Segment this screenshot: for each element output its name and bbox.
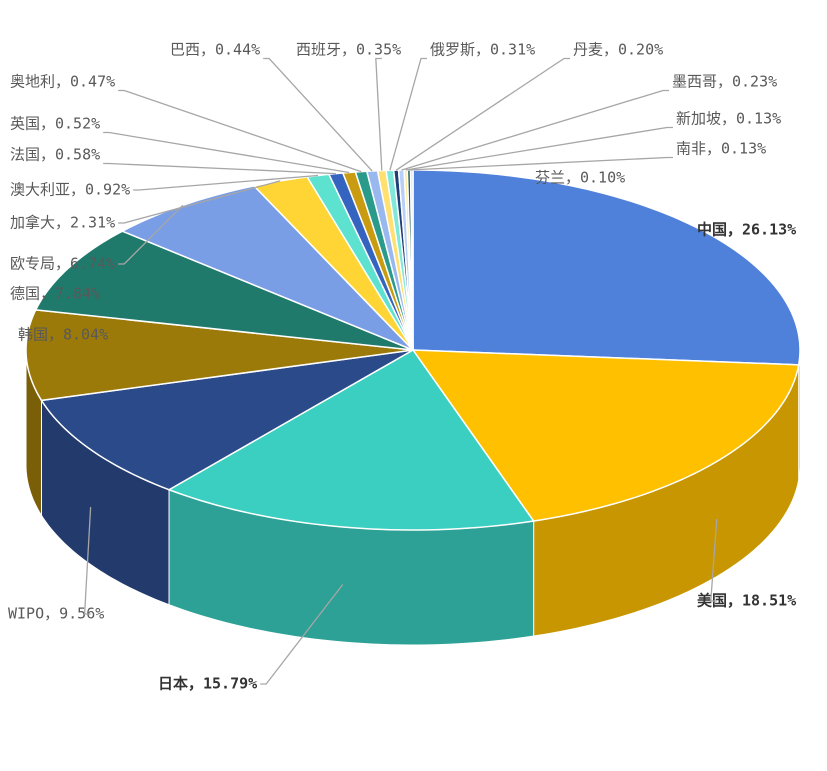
data-label: 丹麦，0.20% [573,41,663,59]
sides [25,349,801,646]
data-label: 德国，7.84% [10,285,100,303]
leader-line [103,162,336,175]
data-label: 新加坡，0.13% [676,110,781,128]
slice [411,349,800,522]
data-label: 韩国，8.04% [18,326,108,344]
slice [25,309,414,402]
slice [412,169,801,366]
leader-line [260,584,344,685]
data-label: 俄罗斯，0.31% [430,41,535,59]
slice [34,230,414,351]
leader-line [389,57,427,171]
leader-line [83,507,92,615]
leader-line [263,57,373,172]
data-label: 欧专局，6.74% [10,255,115,273]
data-label: 中国，26.13% [697,221,796,239]
slice [167,349,535,531]
leader-line [118,204,184,265]
leader-line [375,57,383,171]
data-label: 奥地利，0.47% [10,73,115,91]
leader-line [395,57,570,171]
leader-line [133,174,319,191]
leader-line [405,126,673,171]
data-label: 巴西，0.44% [170,41,260,59]
data-label: 南非，0.13% [676,140,766,158]
leader-line [103,131,350,174]
data-label: 美国，18.51% [697,592,796,610]
leader-line [408,156,673,171]
data-label: 加拿大，2.31% [10,214,115,232]
data-label: WIPO，9.56% [8,605,104,623]
data-label: 日本，15.79% [158,675,257,693]
leader-line [401,89,669,171]
data-label: 西班牙，0.35% [296,41,401,59]
leader-line [118,180,281,224]
leader-line [710,518,718,602]
data-label: 法国，0.58% [10,146,100,164]
data-label: 英国，0.52% [10,115,100,133]
data-label: 芬兰，0.10% [535,169,625,187]
slice [40,349,414,491]
data-label: 澳大利亚，0.92% [10,181,130,199]
data-label: 墨西哥，0.23% [672,73,777,91]
tops [25,169,801,531]
leader-line [118,89,362,173]
labels: 中国，26.13% 美国，18.51% 日本，15.79% WIPO，9.56% 韩国，… [8,41,796,693]
